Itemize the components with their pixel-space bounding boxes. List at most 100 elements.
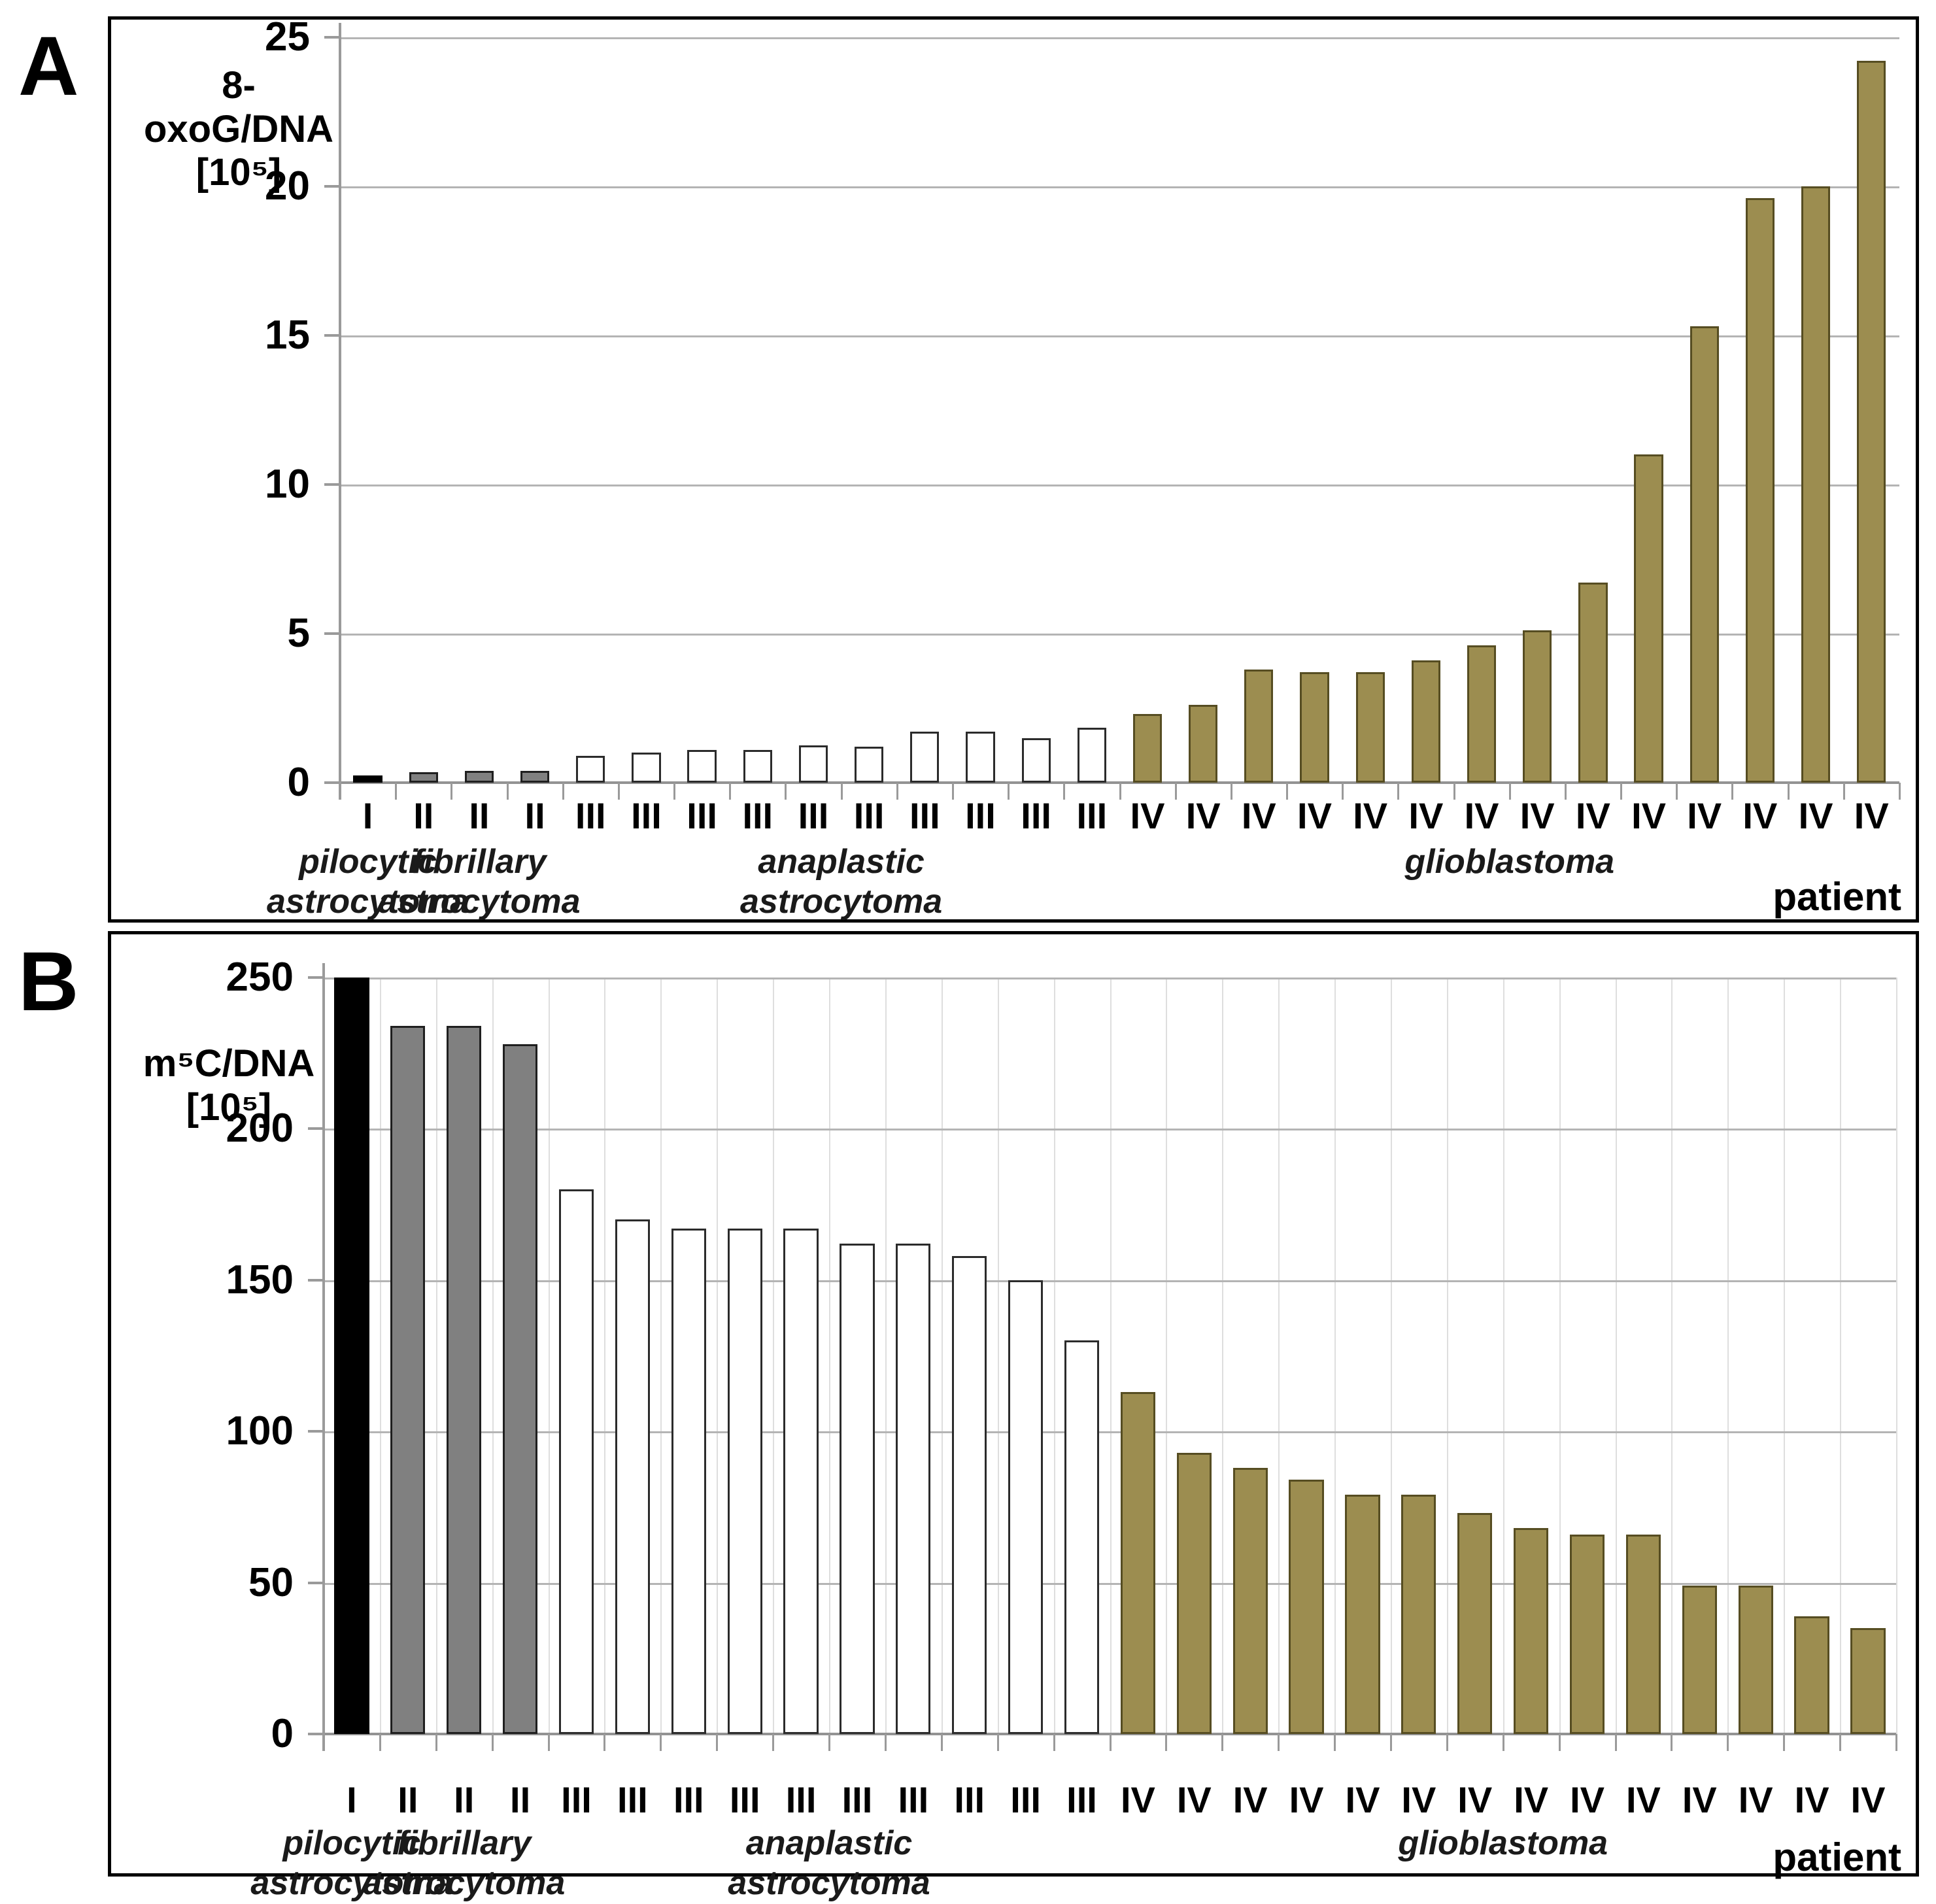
y-tick-mark [324, 334, 339, 337]
bar-grade-IV [1682, 1586, 1717, 1734]
bar-slot [1054, 978, 1110, 1734]
bar-slot [1008, 37, 1064, 783]
bar-slot [785, 37, 841, 783]
x-tick-label-grade: IV [1176, 1779, 1212, 1820]
bar-grade-III [1064, 1340, 1100, 1734]
x-tick-label-grade: IV [1738, 1779, 1773, 1820]
bar-grade-III [910, 732, 940, 783]
bar-slot [436, 978, 492, 1734]
gridline-y-200 [324, 1129, 1896, 1131]
bar-slot [1621, 37, 1676, 783]
y-tick-mark [308, 1581, 322, 1584]
bar-grade-III [727, 1229, 762, 1734]
x-tick-label-grade: III [561, 1779, 592, 1820]
category-gridline [773, 978, 775, 1734]
x-tick-label-grade: IV [1401, 1779, 1436, 1820]
y-tick-mark [324, 781, 339, 784]
y-axis-line [339, 23, 341, 800]
x-tick-label-grade: III [954, 1779, 985, 1820]
x-tick-mark [1502, 1734, 1504, 1751]
category-gridline [1110, 978, 1112, 1734]
gridline-y-10 [340, 484, 1899, 486]
x-tick-label-grade: III [617, 1779, 648, 1820]
category-label-line: fibrillary [397, 1824, 532, 1862]
bar-slot [841, 37, 897, 783]
category-gridline [660, 978, 662, 1734]
bar-slot [1398, 37, 1453, 783]
x-tick-label-grade: IV [1854, 795, 1889, 836]
bar-slot [619, 37, 674, 783]
x-tick-label-grade: III [965, 795, 996, 836]
bar-slot [380, 978, 436, 1734]
x-tick-label-grade: II [398, 1779, 418, 1820]
bar-grade-III [896, 1244, 931, 1734]
bar-slot [563, 37, 619, 783]
gridline-y-25 [340, 37, 1899, 39]
category-label: glioblastoma [1398, 1824, 1608, 1863]
y-axis-title-line: 8-oxoG/DNA [144, 64, 333, 150]
gridline-y-150 [324, 1280, 1896, 1282]
x-tick-label-grade: IV [1575, 795, 1610, 836]
bar-slot [942, 978, 998, 1734]
bars-container [324, 978, 1896, 1734]
x-tick-label-grade: IV [1625, 1779, 1661, 1820]
bar-grade-III [1077, 727, 1106, 783]
bar-slot [1615, 978, 1671, 1734]
category-gridline [885, 978, 887, 1734]
bar-grade-II [502, 1044, 538, 1734]
x-tick-mark [617, 783, 620, 800]
bar-grade-IV [1738, 1586, 1773, 1734]
x-tick-label-grade: I [362, 795, 373, 836]
category-gridline [829, 978, 831, 1734]
y-tick-label-10: 10 [265, 462, 310, 507]
y-tick-mark [308, 1127, 322, 1130]
bar-grade-III [854, 747, 884, 783]
category-gridline [604, 978, 606, 1734]
x-tick-mark [1334, 1734, 1336, 1751]
y-tick-mark [324, 185, 339, 188]
x-tick-mark [840, 783, 843, 800]
x-tick-label-grade: III [841, 1779, 873, 1820]
category-gridline [1840, 978, 1842, 1734]
x-tick-mark [1676, 783, 1678, 800]
category-gridline [941, 978, 943, 1734]
x-tick-label-grade: IV [1464, 795, 1499, 836]
category-label-line: astrocytoma [739, 883, 943, 921]
bar-slot [1565, 37, 1621, 783]
bar-slot [1342, 37, 1398, 783]
x-tick-label-grade: IV [1120, 1779, 1155, 1820]
category-label: glioblastoma [1404, 842, 1614, 882]
x-tick-mark [716, 1734, 719, 1751]
bar-slot [1278, 978, 1334, 1734]
x-tick-mark [940, 1734, 943, 1751]
x-tick-mark [1895, 1734, 1897, 1751]
y-tick-mark [308, 976, 322, 979]
bar-slot [1447, 978, 1503, 1734]
x-tick-label-grade: IV [1289, 1779, 1324, 1820]
x-tick-label-grade: IV [1794, 1779, 1829, 1820]
bar-grade-III [632, 753, 661, 783]
bar-grade-I [353, 775, 382, 783]
bar-grade-IV [1569, 1534, 1605, 1734]
x-tick-mark [1221, 1734, 1224, 1751]
bar-grade-IV [1578, 583, 1608, 783]
category-gridline [717, 978, 719, 1734]
category-gridline [1671, 978, 1673, 1734]
bar-grade-IV [1457, 1513, 1493, 1734]
y-tick-mark [308, 1278, 322, 1282]
y-tick-mark [324, 483, 339, 486]
bar-slot [1510, 37, 1565, 783]
bar-grade-IV [1523, 630, 1552, 783]
bar-grade-II [464, 770, 494, 783]
category-label: fibrillary astrocytoma [363, 1824, 565, 1904]
bar-grade-IV [1801, 186, 1831, 783]
category-label-line: fibrillary [412, 843, 547, 881]
category-label-line: astrocytoma [363, 1864, 566, 1903]
bar-slot [507, 37, 563, 783]
bar-slot [1676, 37, 1732, 783]
bar-grade-IV [1745, 198, 1775, 783]
x-tick-label-grade: III [673, 1779, 704, 1820]
x-tick-mark [1453, 783, 1455, 800]
x-tick-mark [1620, 783, 1623, 800]
bar-slot [730, 37, 785, 783]
